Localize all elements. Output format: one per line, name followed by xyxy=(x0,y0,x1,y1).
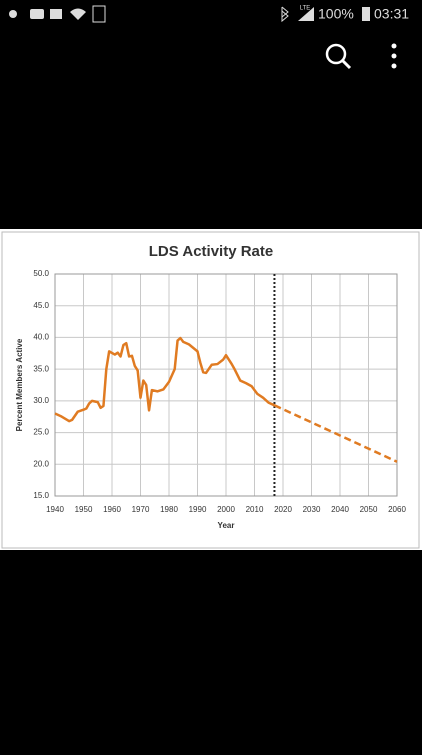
x-tick-label: 1940 xyxy=(46,505,64,514)
icon-video xyxy=(50,9,62,19)
y-tick-label: 35.0 xyxy=(33,364,49,373)
x-tick-label: 2060 xyxy=(388,505,406,514)
menu-dot xyxy=(391,63,397,69)
icon-bluetooth xyxy=(281,6,289,23)
data-line xyxy=(273,404,398,463)
battery-percent: 100% xyxy=(318,6,354,22)
status-icons xyxy=(9,5,370,23)
chart-title: LDS Activity Rate xyxy=(149,243,273,260)
search-handle xyxy=(340,58,352,70)
icon-signal xyxy=(298,7,314,21)
menu-dot xyxy=(391,43,397,49)
network-label: LTE xyxy=(300,6,311,12)
y-tick-label: 45.0 xyxy=(33,301,49,310)
icon-youtube xyxy=(30,9,44,19)
data-line xyxy=(54,336,275,423)
search-button[interactable] xyxy=(325,43,347,65)
y-tick-label: 25.0 xyxy=(33,428,49,437)
y-tick-label: 20.0 xyxy=(33,459,49,468)
y-tick-label: 30.0 xyxy=(33,396,49,405)
plot-frame xyxy=(54,273,398,497)
x-tick-label: 2030 xyxy=(303,505,321,514)
chart-border xyxy=(1,231,420,549)
x-tick-label: 1980 xyxy=(160,505,178,514)
menu-dot xyxy=(391,53,397,59)
icon-person xyxy=(9,10,17,18)
x-tick-label: 2050 xyxy=(360,505,378,514)
clock: 03:31 xyxy=(374,6,409,22)
y-axis-label: Percent Members Active xyxy=(15,338,24,431)
y-tick-label: 50.0 xyxy=(33,269,49,278)
x-tick-label: 2000 xyxy=(217,505,235,514)
x-tick-label: 2020 xyxy=(274,505,292,514)
icon-badge: 100 xyxy=(94,12,105,18)
y-tick-label: 15.0 xyxy=(33,491,49,500)
menu-button[interactable] xyxy=(391,43,397,69)
icon-wifi xyxy=(70,8,86,20)
x-tick-label: 1950 xyxy=(75,505,93,514)
icon-box xyxy=(92,5,106,23)
x-tick-label: 2040 xyxy=(331,505,349,514)
x-axis-label: Year xyxy=(218,521,235,530)
icon-battery xyxy=(362,7,370,21)
x-tick-label: 1970 xyxy=(132,505,150,514)
x-tick-label: 1960 xyxy=(103,505,121,514)
y-tick-label: 40.0 xyxy=(33,333,49,342)
x-tick-label: 1990 xyxy=(189,505,207,514)
x-tick-label: 2010 xyxy=(246,505,264,514)
